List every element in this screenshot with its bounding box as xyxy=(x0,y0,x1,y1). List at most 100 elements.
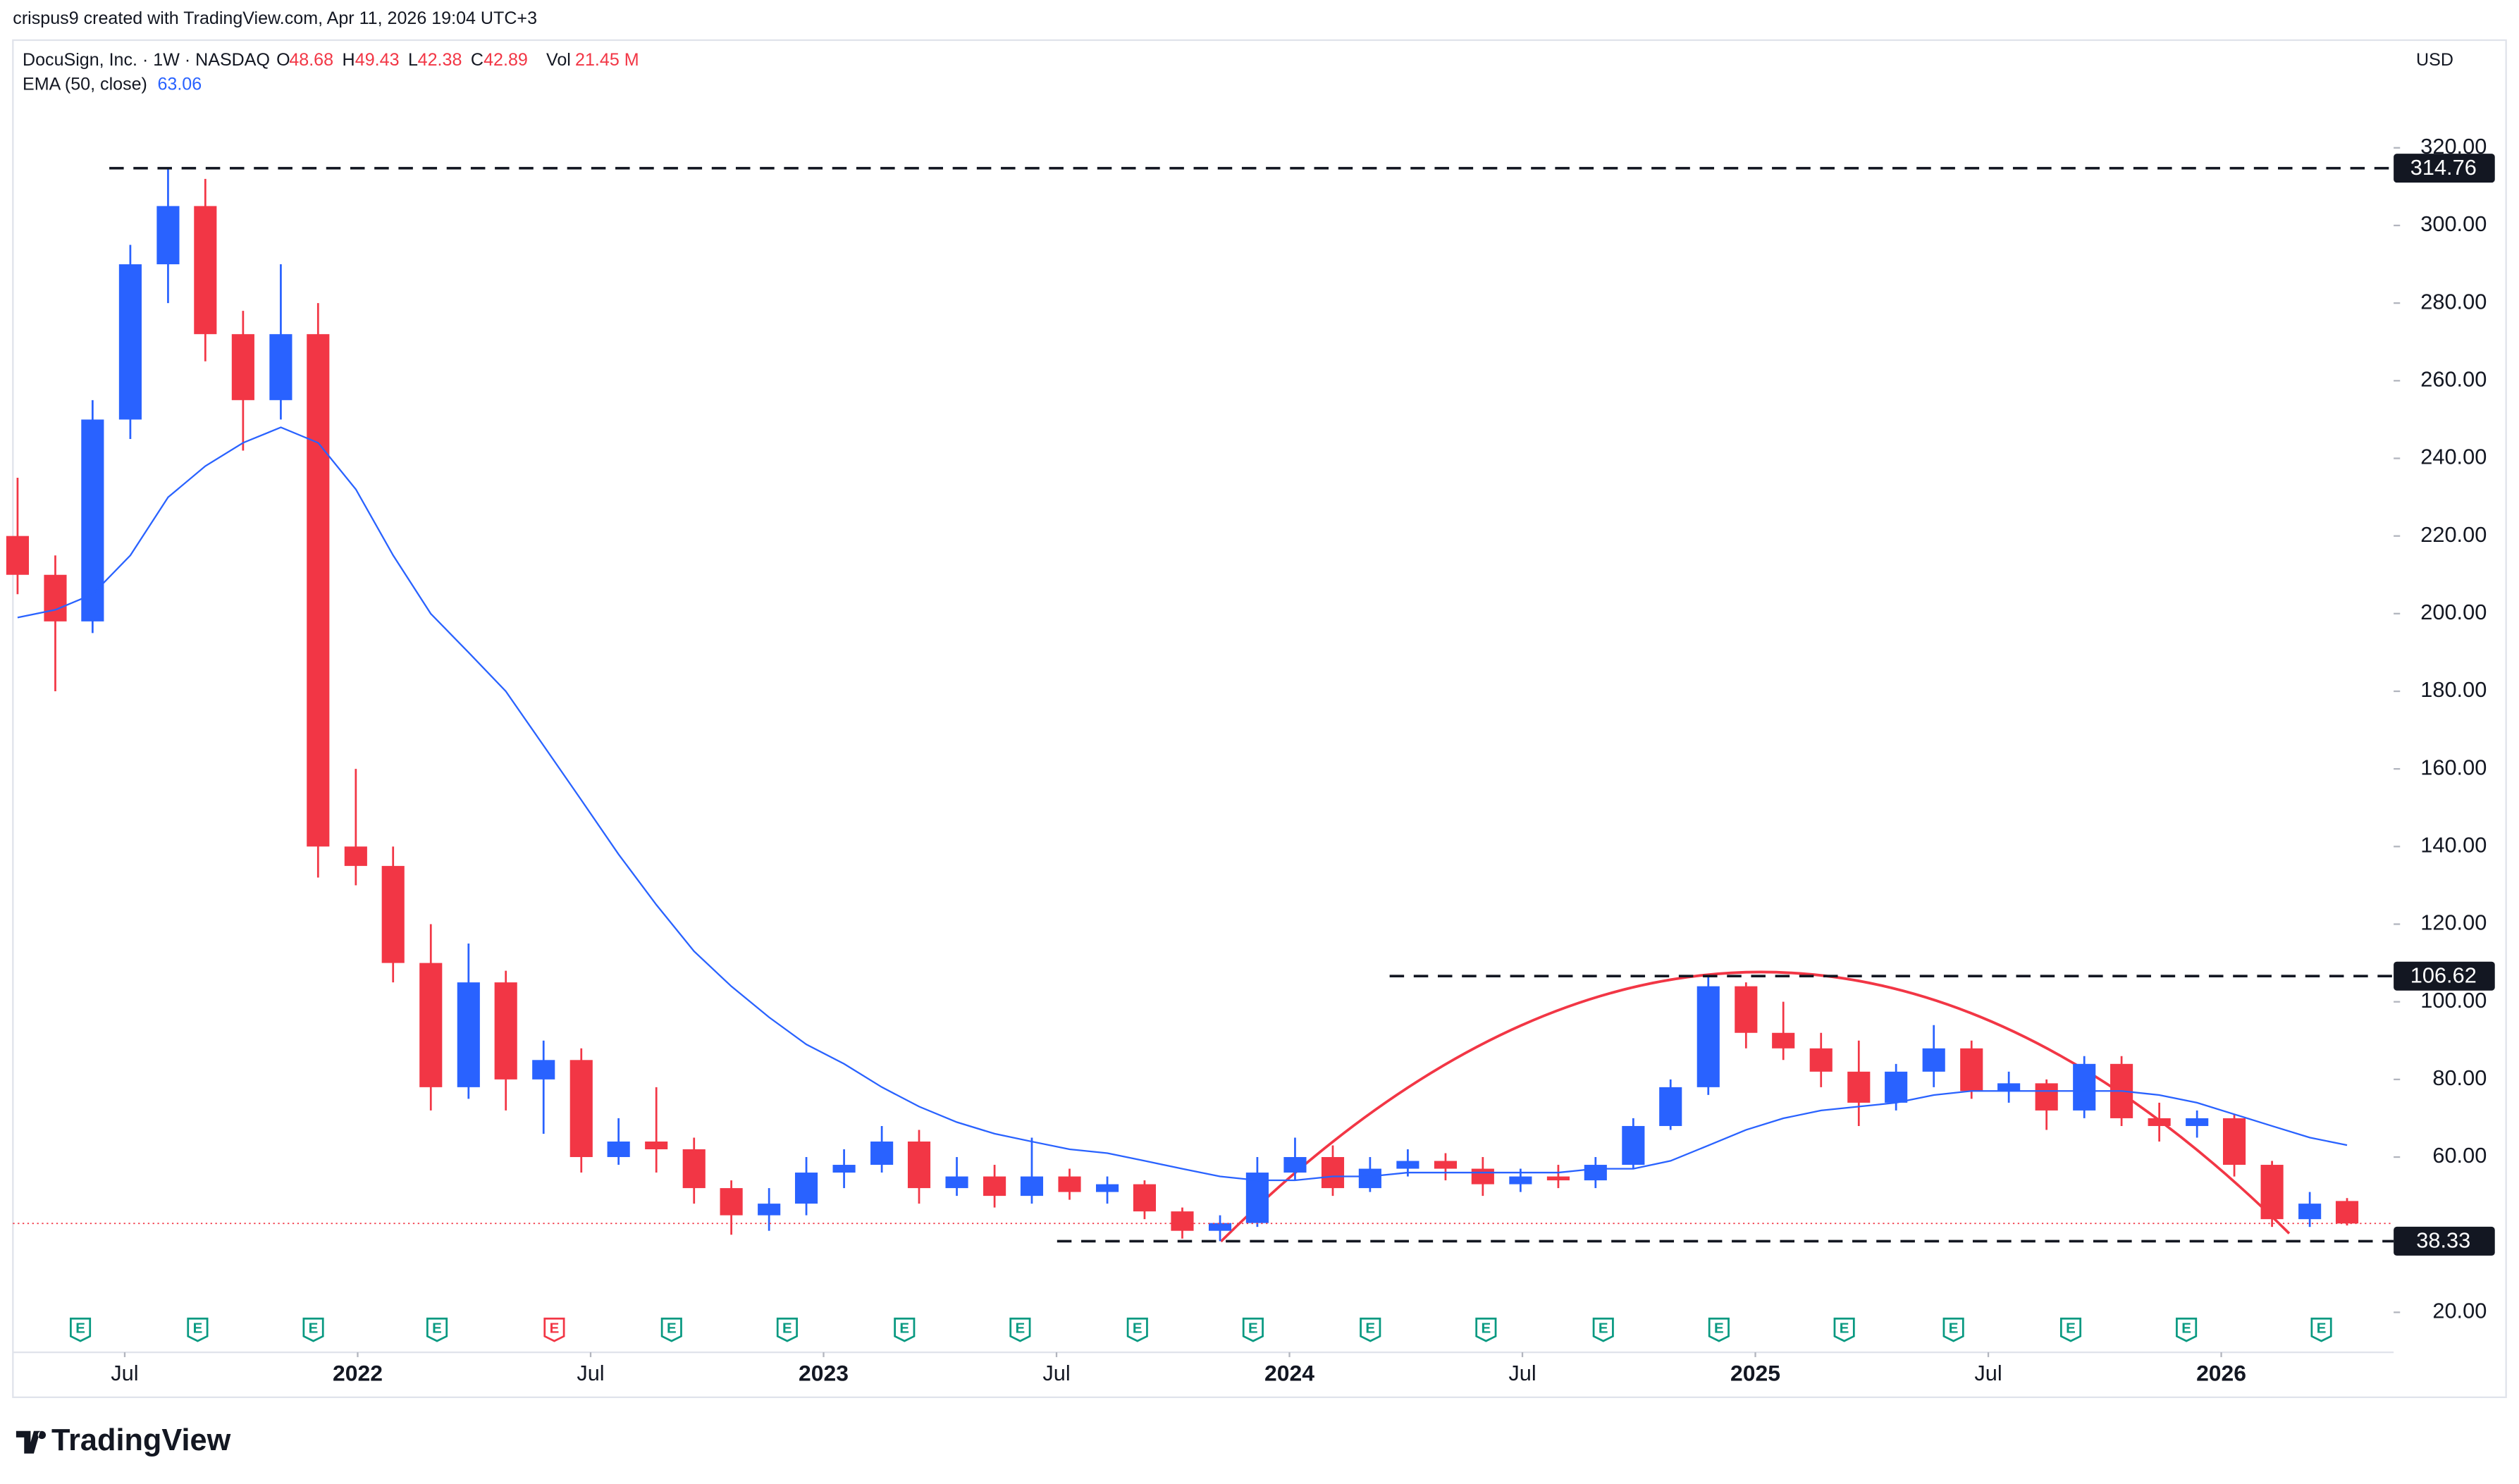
earnings-marker: E xyxy=(2176,1317,2198,1342)
ohlc-label: H xyxy=(343,50,355,70)
brand-name: TradingView xyxy=(51,1423,231,1457)
candle-body xyxy=(532,1060,555,1080)
chart-frame xyxy=(12,39,2507,1399)
candle-body xyxy=(607,1141,630,1158)
earnings-marker: E xyxy=(1708,1317,1730,1342)
ohlc-label: L xyxy=(408,50,418,70)
earnings-badge xyxy=(1942,1317,1964,1342)
y-tick-label: 200.00 xyxy=(2420,600,2487,624)
earnings-badge xyxy=(1126,1317,1148,1342)
low-value: 42.38 xyxy=(418,50,462,70)
candle-body xyxy=(1922,1048,1945,1072)
y-tick-label: 180.00 xyxy=(2420,677,2487,702)
candle-body xyxy=(81,419,104,622)
candle-body xyxy=(457,982,480,1087)
earnings-label: E xyxy=(782,1320,792,1336)
level-label: 38.33 xyxy=(2416,1228,2470,1253)
y-tick-label: 300.00 xyxy=(2420,211,2487,236)
candle-body xyxy=(1358,1168,1381,1189)
y-tick-label: 140.00 xyxy=(2420,832,2487,857)
earnings-badge xyxy=(2176,1317,2198,1342)
candle-body xyxy=(1095,1184,1119,1192)
earnings-marker: E xyxy=(70,1317,92,1342)
earnings-badge xyxy=(894,1317,916,1342)
earnings-marker: E xyxy=(1360,1317,1381,1342)
earnings-label: E xyxy=(667,1320,677,1336)
earnings-badge xyxy=(1009,1317,1031,1342)
earnings-label: E xyxy=(2181,1320,2191,1336)
x-tick-label: 2022 xyxy=(333,1360,383,1385)
candle-body xyxy=(1809,1048,1833,1072)
x-tick-label: 2024 xyxy=(1264,1360,1314,1385)
earnings-label: E xyxy=(1248,1320,1258,1336)
earnings-badge xyxy=(70,1317,92,1342)
earnings-marker: E xyxy=(776,1317,798,1342)
volume-label: Vol xyxy=(546,50,571,70)
x-tick-label: Jul xyxy=(111,1361,138,1385)
candle-body xyxy=(2148,1118,2171,1126)
candle-body xyxy=(194,206,217,335)
earnings-marker: E xyxy=(426,1317,448,1342)
candle-body xyxy=(682,1149,706,1189)
candle-body xyxy=(269,334,292,400)
brand-logo: TradingView xyxy=(16,1423,231,1457)
earnings-label: E xyxy=(309,1320,319,1336)
level-label-box xyxy=(2394,1226,2495,1256)
candle-body xyxy=(1696,986,1720,1087)
open-value: 48.68 xyxy=(289,50,333,70)
candle-body xyxy=(1622,1125,1645,1165)
earnings-marker: E xyxy=(2059,1317,2082,1342)
candle-body xyxy=(1171,1211,1194,1231)
earnings-badge xyxy=(2310,1317,2332,1342)
earnings-marker: E xyxy=(187,1317,209,1342)
earnings-marker: E xyxy=(1009,1317,1031,1342)
earnings-marker: E xyxy=(894,1317,916,1342)
candle-body xyxy=(1735,986,1758,1033)
earnings-label: E xyxy=(193,1320,203,1336)
candle-body xyxy=(2035,1083,2058,1111)
candle-body xyxy=(1997,1083,2021,1092)
earnings-marker: E xyxy=(1475,1317,1497,1342)
candle-body xyxy=(1847,1071,1871,1103)
earnings-marker: E xyxy=(1833,1317,1855,1342)
earnings-label: E xyxy=(2317,1320,2327,1336)
earnings-marker: E xyxy=(1242,1317,1264,1342)
candle-body xyxy=(983,1176,1006,1197)
ema-legend: EMA (50, close) xyxy=(23,74,147,94)
y-tick-label: 120.00 xyxy=(2420,910,2487,935)
earnings-label: E xyxy=(899,1320,909,1336)
y-tick-label: 240.00 xyxy=(2420,445,2487,469)
ema-value: 63.06 xyxy=(157,74,202,94)
earnings-badge xyxy=(1360,1317,1381,1342)
candle-body xyxy=(231,334,254,400)
x-tick-label: 2026 xyxy=(2196,1360,2246,1385)
y-tick-label: 20.00 xyxy=(2432,1298,2487,1323)
candle-body xyxy=(2186,1118,2209,1126)
candle-body xyxy=(1772,1032,1795,1049)
candle-body xyxy=(1584,1165,1607,1181)
earnings-label: E xyxy=(1714,1320,1724,1336)
candle-body xyxy=(419,963,443,1087)
earnings-badge xyxy=(302,1317,324,1342)
currency: USD xyxy=(2416,50,2453,70)
candle-body xyxy=(945,1176,968,1189)
candle-body xyxy=(907,1141,931,1189)
earnings-label: E xyxy=(1133,1320,1143,1336)
earnings-badge xyxy=(543,1317,565,1342)
earnings-badge xyxy=(776,1317,798,1342)
level-label-box xyxy=(2394,961,2495,991)
x-tick-label: Jul xyxy=(1974,1361,2002,1385)
candle-body xyxy=(6,536,29,575)
candle-body xyxy=(2260,1165,2284,1220)
candle-body xyxy=(118,264,142,420)
y-tick-label: 220.00 xyxy=(2420,522,2487,547)
earnings-badge xyxy=(1475,1317,1497,1342)
candle-body xyxy=(758,1204,781,1216)
earnings-marker: E xyxy=(2310,1317,2332,1342)
candle-body xyxy=(832,1165,856,1173)
candle-body xyxy=(1208,1223,1232,1231)
earnings-label: E xyxy=(1482,1320,1491,1336)
x-tick-label: Jul xyxy=(1042,1361,1070,1385)
x-tick-label: Jul xyxy=(1508,1361,1536,1385)
